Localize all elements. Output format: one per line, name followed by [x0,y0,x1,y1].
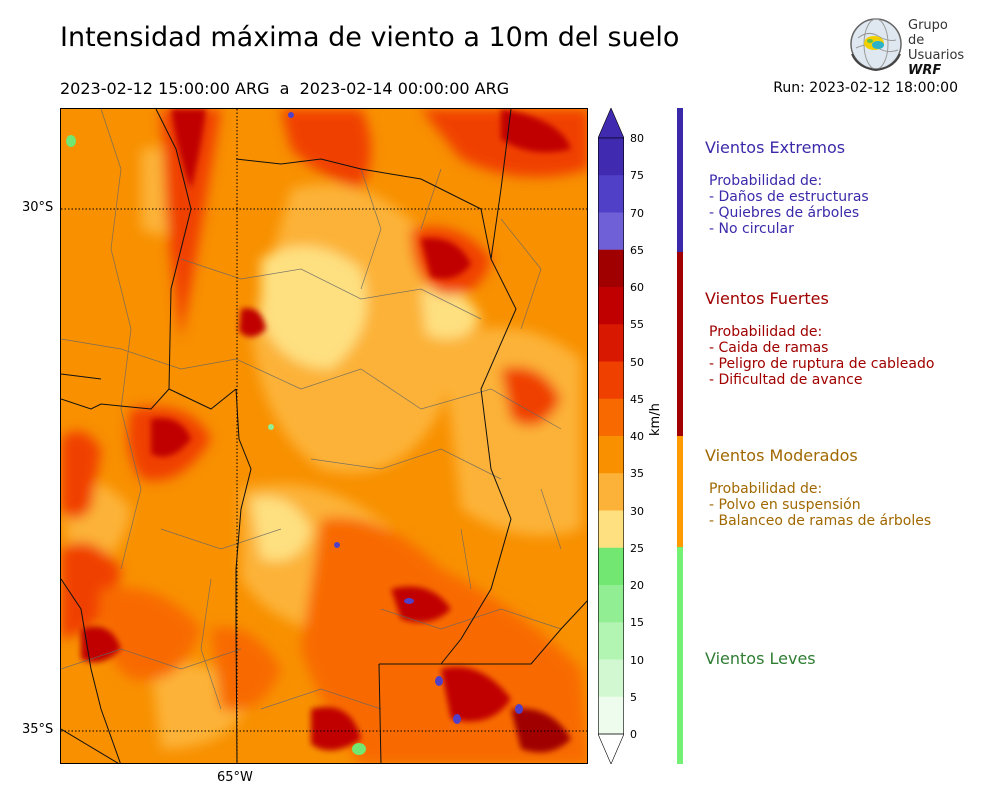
colorbar-bin [598,212,624,251]
colorbar-bin [598,287,624,325]
colorbar-tick-label: 40 [630,430,644,443]
colorbar-bin [598,249,624,288]
logo-line-2: Usuarios [908,48,965,63]
colorbar-tick-label: 35 [630,467,644,481]
legend-bar-strong [677,252,683,436]
desc-line: - No circular [709,221,794,237]
category-desc-strong: Probabilidad de: - Caida de ramas - Peli… [709,324,934,388]
legend-bar-light [677,547,683,764]
colorbar-bin [598,138,624,176]
category-desc-extreme: Probabilidad de: - Daños de estructuras … [709,173,869,237]
colorbar-tick-label: 65 [630,243,644,257]
colorbar-tick-label: 55 [630,318,644,332]
logo-line-1: Grupo de [908,18,948,48]
legend-bar-extreme [677,108,683,252]
desc-line: - Peligro de ruptura de cableado [709,356,935,372]
colorbar-tick-label: 15 [630,616,644,630]
globe-logo-icon [850,18,902,72]
wind-map-field [61,109,587,763]
desc-line: Probabilidad de: [709,173,823,189]
colorbar-tick-label: 30 [630,504,644,518]
colorbar-tick-label: 60 [630,281,644,294]
logo-line-3: WRF [908,63,942,78]
desc-line: Probabilidad de: [709,324,823,340]
colorbar-bin [598,398,624,437]
category-title-moderate: Vientos Moderados [705,446,858,465]
lon-label-65w: 65°W [217,770,253,785]
desc-line: - Dificultad de avance [709,372,863,388]
colorbar-extend-min [598,733,624,764]
lat-label-30s: 30°S [22,200,54,215]
colorbar-tick-label: 20 [630,579,644,592]
colorbar-tick-label: 0 [630,728,637,741]
colorbar-bin [598,473,624,511]
colorbar-bin [598,436,624,474]
lat-label-35s: 35°S [22,722,54,737]
colorbar-bin [598,361,624,400]
colorbar-tick-label: 10 [630,653,644,667]
desc-line: - Balanceo de ramas de árboles [709,513,932,529]
colorbar-tick-label: 80 [630,132,644,145]
desc-line: - Caida de ramas [709,340,829,356]
colorbar-unit-label: km/h [648,403,663,436]
colorbar-extend-max [598,108,624,139]
colorbar-tick-label: 70 [630,206,644,220]
category-title-extreme: Vientos Extremos [705,138,846,157]
colorbar-tick-label: 25 [630,541,644,555]
desc-line: - Quiebres de árboles [709,205,860,221]
run-timestamp: Run: 2023-02-12 18:00:00 [773,80,958,96]
desc-line: Probabilidad de: [709,481,823,497]
colorbar-tick-label: 50 [630,355,644,369]
colorbar-tick-label: 5 [630,690,637,704]
category-title-strong: Vientos Fuertes [705,289,829,308]
colorbar-bin [598,585,624,623]
colorbar-frame [598,137,624,735]
colorbar-tick-label: 75 [630,169,644,183]
legend-bar-moderate [677,436,683,547]
colorbar-tick-label: 45 [630,392,644,406]
wrf-users-logo: Grupo de Usuarios WRF [848,16,968,78]
forecast-period: 2023-02-12 15:00:00 ARG a 2023-02-14 00:… [60,79,510,98]
colorbar-bin [598,696,624,735]
colorbar-bin [598,510,624,549]
colorbar-bin [598,547,624,586]
colorbar-bin [598,659,624,698]
colorbar-bin [598,622,624,660]
category-desc-moderate: Probabilidad de: - Polvo en suspensión -… [709,481,931,529]
map-title: Intensidad máxima de viento a 10m del su… [60,22,680,53]
wind-speed-colorbar [598,108,624,764]
colorbar-bin [598,324,624,362]
colorbar-bin [598,175,624,213]
category-title-light: Vientos Leves [705,649,816,668]
desc-line: - Polvo en suspensión [709,497,861,513]
desc-line: - Daños de estructuras [709,189,869,205]
wind-map[interactable] [60,108,588,764]
